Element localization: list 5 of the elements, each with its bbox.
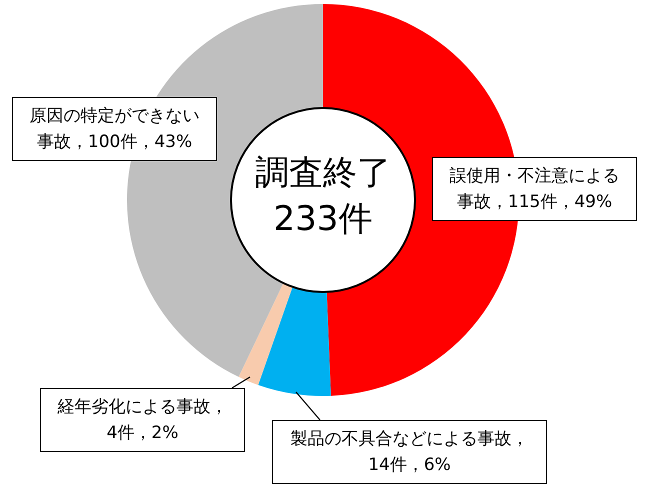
slice-label: 製品の不具合などによる事故，14件，6% xyxy=(272,420,547,484)
slice-label: 経年劣化による事故，4件，2% xyxy=(40,388,245,452)
text: 調査終了 233件 xyxy=(254,152,392,241)
slice-label: 誤使用・不注意による事故，115件，49% xyxy=(432,157,637,221)
slice-label: 原因の特定ができない事故，100件，43% xyxy=(12,97,217,161)
